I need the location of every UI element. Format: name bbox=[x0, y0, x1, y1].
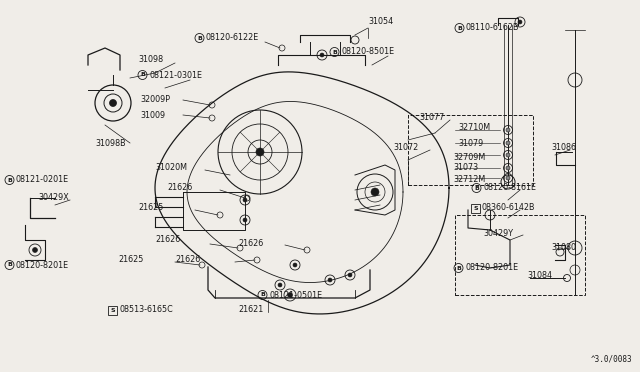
Circle shape bbox=[506, 166, 510, 170]
Text: 30429Y: 30429Y bbox=[483, 228, 513, 237]
Text: 31098: 31098 bbox=[138, 55, 163, 64]
Text: 31072: 31072 bbox=[393, 144, 419, 153]
Text: 08121-0201E: 08121-0201E bbox=[16, 176, 69, 185]
Text: 08513-6165C: 08513-6165C bbox=[119, 305, 173, 314]
Text: 08120-8201E: 08120-8201E bbox=[16, 260, 69, 269]
Circle shape bbox=[371, 188, 379, 196]
Text: 08120-8161E: 08120-8161E bbox=[483, 183, 536, 192]
Text: 32709M: 32709M bbox=[453, 154, 485, 163]
Circle shape bbox=[287, 292, 292, 298]
Circle shape bbox=[348, 273, 352, 277]
Text: 21621: 21621 bbox=[238, 305, 263, 314]
Text: 21625: 21625 bbox=[138, 203, 163, 212]
Circle shape bbox=[506, 128, 510, 132]
Text: 31054: 31054 bbox=[368, 17, 393, 26]
Circle shape bbox=[33, 247, 38, 253]
Text: 08121-0301E: 08121-0301E bbox=[149, 71, 202, 80]
Text: S: S bbox=[473, 205, 478, 211]
Text: B: B bbox=[260, 292, 265, 298]
Text: B: B bbox=[197, 35, 202, 41]
Text: 32712M: 32712M bbox=[453, 176, 485, 185]
Text: 31077: 31077 bbox=[419, 113, 444, 122]
Text: 30429X: 30429X bbox=[38, 193, 68, 202]
Text: 21626: 21626 bbox=[155, 235, 180, 244]
Text: 31098B: 31098B bbox=[95, 138, 125, 148]
Text: 31084: 31084 bbox=[527, 270, 552, 279]
Text: B: B bbox=[140, 73, 145, 77]
Circle shape bbox=[506, 141, 510, 145]
Circle shape bbox=[278, 283, 282, 287]
Text: 31086: 31086 bbox=[551, 144, 576, 153]
Circle shape bbox=[506, 176, 510, 180]
Text: 31080: 31080 bbox=[551, 244, 576, 253]
Text: 31020M: 31020M bbox=[155, 163, 187, 171]
Text: ^3.0/0083: ^3.0/0083 bbox=[590, 355, 632, 364]
Text: S: S bbox=[110, 308, 115, 312]
Text: 08120-8201E: 08120-8201E bbox=[465, 263, 518, 273]
Text: B: B bbox=[7, 177, 12, 183]
Text: 31079: 31079 bbox=[458, 138, 483, 148]
Text: 08360-6142B: 08360-6142B bbox=[482, 203, 536, 212]
Circle shape bbox=[109, 99, 116, 106]
Text: 21626: 21626 bbox=[238, 238, 263, 247]
Text: 21626: 21626 bbox=[167, 183, 192, 192]
Circle shape bbox=[293, 263, 297, 267]
Text: 32710M: 32710M bbox=[458, 124, 490, 132]
Circle shape bbox=[328, 278, 332, 282]
Text: B: B bbox=[7, 263, 12, 267]
Text: 08120-6122E: 08120-6122E bbox=[206, 33, 259, 42]
Text: B: B bbox=[474, 186, 479, 190]
Text: B: B bbox=[457, 26, 462, 31]
Circle shape bbox=[506, 153, 510, 157]
Circle shape bbox=[320, 53, 324, 57]
Text: 08121-0501E: 08121-0501E bbox=[269, 291, 322, 299]
Circle shape bbox=[256, 148, 264, 156]
Text: 32009P: 32009P bbox=[140, 96, 170, 105]
Text: 08120-8501E: 08120-8501E bbox=[341, 48, 394, 57]
Text: 21626: 21626 bbox=[175, 256, 200, 264]
Text: 31009: 31009 bbox=[140, 110, 165, 119]
Circle shape bbox=[243, 198, 247, 202]
Text: 31073: 31073 bbox=[453, 164, 478, 173]
Circle shape bbox=[518, 20, 522, 24]
Circle shape bbox=[243, 218, 247, 222]
Text: B: B bbox=[456, 266, 461, 270]
Text: 08110-6162B: 08110-6162B bbox=[466, 23, 520, 32]
Text: 21625: 21625 bbox=[118, 256, 143, 264]
Text: B: B bbox=[332, 49, 337, 55]
